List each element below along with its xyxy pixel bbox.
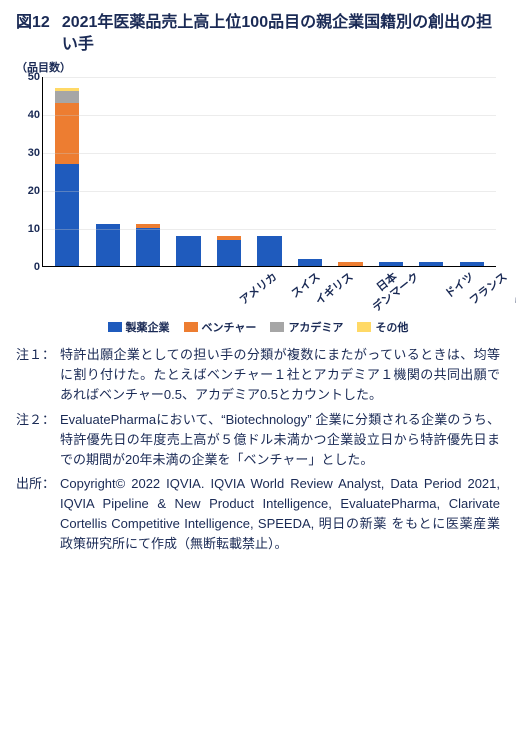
gridline <box>43 115 496 116</box>
legend-label: 製薬企業 <box>126 319 170 335</box>
bar-slot <box>168 77 208 266</box>
y-tick: 20 <box>16 185 40 197</box>
note-text: EvaluatePharmaにおいて、“Biotechnology” 企業に分類… <box>60 410 500 470</box>
bar-stack <box>379 262 403 266</box>
bar-slot <box>249 77 289 266</box>
plot-area <box>42 77 496 267</box>
bar-stack <box>257 236 281 266</box>
bar-segment-seiyaku <box>419 262 443 266</box>
y-tick: 50 <box>16 71 40 83</box>
bar-stack <box>217 236 241 266</box>
figure-container: 図12 2021年医薬品売上高上位100品目の親企業国籍別の創出の担い手 （品目… <box>0 0 516 756</box>
bar-slot <box>87 77 127 266</box>
bar-slot <box>371 77 411 266</box>
gridline <box>43 229 496 230</box>
bar-segment-seiyaku <box>257 236 281 266</box>
y-tick: 30 <box>16 147 40 159</box>
y-tick: 10 <box>16 223 40 235</box>
note-label: 出所： <box>16 474 60 555</box>
bar-stack <box>338 262 362 266</box>
bar-segment-seiyaku <box>217 240 241 267</box>
bar-stack <box>419 262 443 266</box>
bar-slot <box>330 77 370 266</box>
bar-slot <box>452 77 492 266</box>
bar-slot <box>209 77 249 266</box>
note-row: 出所：Copyright© 2022 IQVIA. IQVIA World Re… <box>16 474 500 555</box>
note-text: Copyright© 2022 IQVIA. IQVIA World Revie… <box>60 474 500 555</box>
legend-item-seiyaku: 製薬企業 <box>108 319 170 335</box>
gridline <box>43 77 496 78</box>
y-tick: 0 <box>16 261 40 273</box>
gridline <box>43 191 496 192</box>
bar-segment-venture <box>55 103 79 164</box>
note-row: 注１：特許出願企業としての担い手の分類が複数にまたがっているときは、均等に割り付… <box>16 345 500 405</box>
bar-segment-seiyaku <box>298 259 322 267</box>
bar-stack <box>176 236 200 266</box>
bar-slot <box>290 77 330 266</box>
y-axis-title: （品目数） <box>16 59 500 75</box>
note-row: 注２：EvaluatePharmaにおいて、“Biotechnology” 企業… <box>16 410 500 470</box>
notes: 注１：特許出願企業としての担い手の分類が複数にまたがっているときは、均等に割り付… <box>16 345 500 554</box>
bar-stack <box>136 224 160 266</box>
bar-segment-seiyaku <box>176 236 200 266</box>
note-text: 特許出願企業としての担い手の分類が複数にまたがっているときは、均等に割り付けた。… <box>60 345 500 405</box>
bar-chart: 01020304050 アメリカスイスイギリス日本デンマークドイツフランスベルギ… <box>16 77 500 317</box>
bar-stack <box>298 259 322 267</box>
legend-swatch <box>108 322 122 332</box>
note-label: 注１： <box>16 345 60 405</box>
bar-segment-seiyaku <box>96 224 120 266</box>
x-axis-labels: アメリカスイスイギリス日本デンマークドイツフランスベルギーハンガリーイタリアスウ… <box>42 267 496 317</box>
legend-label: ベンチャー <box>202 319 257 335</box>
y-tick: 40 <box>16 109 40 121</box>
figure-title-text: 2021年医薬品売上高上位100品目の親企業国籍別の創出の担い手 <box>62 12 500 55</box>
bar-stack <box>460 262 484 266</box>
figure-title: 図12 2021年医薬品売上高上位100品目の親企業国籍別の創出の担い手 <box>16 12 500 55</box>
gridline <box>43 153 496 154</box>
figure-number: 図12 <box>16 12 62 34</box>
legend-swatch <box>357 322 371 332</box>
bar-segment-academia <box>55 91 79 102</box>
bar-segment-seiyaku <box>379 262 403 266</box>
legend-swatch <box>184 322 198 332</box>
bar-slot <box>47 77 87 266</box>
bar-segment-seiyaku <box>136 228 160 266</box>
bar-stack <box>96 224 120 266</box>
bar-slot <box>411 77 451 266</box>
legend-item-venture: ベンチャー <box>184 319 257 335</box>
note-label: 注２： <box>16 410 60 470</box>
bars-container <box>43 77 496 266</box>
bar-slot <box>128 77 168 266</box>
bar-segment-seiyaku <box>55 164 79 267</box>
bar-segment-seiyaku <box>460 262 484 266</box>
bar-segment-venture <box>338 262 362 266</box>
